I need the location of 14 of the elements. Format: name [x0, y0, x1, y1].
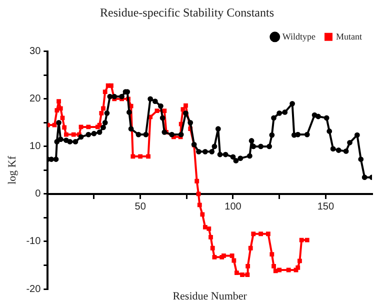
x-tick-label: 150: [317, 202, 334, 213]
y-tick-label: -20: [26, 284, 42, 295]
y-tick-label: -10: [26, 236, 42, 248]
y-tick-label: 20: [30, 94, 42, 105]
y-tick-label: 10: [30, 141, 42, 152]
legend-label: Mutant: [336, 31, 362, 42]
y-axis-title: log Kf: [6, 156, 18, 184]
y-tick-label: 0: [35, 188, 42, 200]
x-axis-title: Residue Number: [172, 290, 248, 302]
x-tick-label: 100: [224, 202, 242, 213]
y-tick-label: 30: [30, 46, 42, 58]
chart-title: Residue-specific Stability Constants: [100, 5, 274, 20]
x-tick-label: 50: [134, 202, 146, 213]
legend-label: Wildtype: [282, 31, 316, 42]
